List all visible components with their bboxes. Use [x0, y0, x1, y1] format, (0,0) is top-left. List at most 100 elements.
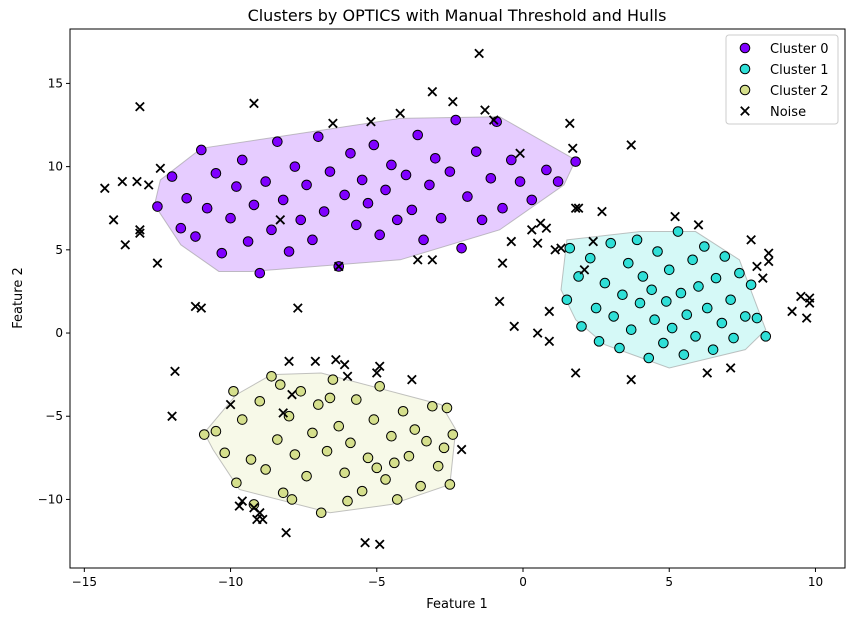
noise-point [257, 514, 268, 525]
noise-point [284, 356, 294, 367]
noise-point [412, 254, 423, 265]
plot-frame [69, 28, 846, 569]
cluster-1-point [625, 324, 637, 336]
cluster-2-point [438, 442, 450, 454]
noise-point [395, 108, 406, 119]
cluster-2-point [321, 445, 333, 457]
cluster-1-point [710, 272, 722, 284]
cluster-2-point [368, 414, 380, 425]
cluster-2-point [403, 450, 415, 462]
noise-point [342, 371, 353, 382]
cluster-1-point [707, 344, 719, 355]
cluster-1-point [678, 349, 690, 360]
cluster-0-point [497, 202, 508, 214]
cluster-0-point [339, 189, 350, 201]
cluster-1-point [745, 279, 757, 291]
noise-point [447, 96, 458, 107]
noise-point [278, 408, 289, 418]
cluster-1-point [663, 264, 675, 276]
noise-point [763, 248, 774, 258]
noise-point [287, 389, 297, 400]
cluster-0-point [312, 131, 324, 142]
cluster-0-point [295, 214, 307, 226]
legend-marker-cluster-1 [739, 63, 751, 75]
y-tick-label: 0 [55, 326, 63, 340]
cluster-0-point [424, 179, 435, 191]
cluster-2-point [324, 392, 336, 404]
noise-point [99, 183, 110, 194]
cluster-0-point [266, 224, 277, 236]
cluster-1-point [725, 294, 736, 306]
cluster-1-point [622, 257, 634, 269]
cluster-0-point [152, 201, 163, 212]
cluster-2-point [342, 495, 353, 507]
legend-frame [725, 34, 839, 125]
noise-point [366, 116, 376, 127]
legend: Cluster 0 Cluster 1 Cluster 2 Noise [725, 34, 839, 125]
cluster-2-point [380, 474, 391, 485]
cluster-1-point [751, 312, 763, 324]
cluster-2-point [444, 479, 456, 490]
noise-point [108, 215, 119, 225]
cluster-2-point [333, 420, 345, 432]
noise-point [515, 148, 525, 159]
noise-point [427, 86, 438, 97]
noise-point [509, 321, 520, 332]
legend-label-noise: Noise [770, 105, 806, 120]
cluster-1-point [672, 226, 684, 237]
cluster-0-point [175, 222, 187, 234]
noise-point [374, 361, 385, 372]
cluster-0-point [210, 167, 222, 179]
cluster-1-point [634, 297, 646, 309]
cluster-2-point [415, 480, 426, 492]
cluster-1-point [661, 296, 672, 307]
cluster-2-point [266, 370, 277, 382]
noise-point [597, 206, 607, 217]
y-tick-label: −10 [38, 492, 63, 506]
cluster-0-point [236, 154, 248, 166]
noise-point [474, 48, 484, 59]
cluster-2-point [447, 429, 459, 440]
cluster-2-point [421, 435, 432, 447]
cluster-2-point [327, 374, 339, 385]
cluster-2-point [391, 494, 403, 505]
cluster-2-point [432, 460, 444, 472]
cluster-1-point [687, 254, 698, 266]
legend-label-cluster-1: Cluster 1 [770, 63, 829, 78]
cluster-0-point [201, 202, 213, 214]
cluster-0-point [345, 148, 356, 159]
cluster-2-point [356, 485, 368, 497]
cluster-0-point [242, 236, 254, 247]
cluster-1-point [658, 337, 669, 349]
cluster-0-point [456, 242, 467, 254]
noise-point [360, 537, 370, 548]
legend-label-cluster-2: Cluster 2 [770, 84, 829, 99]
noise-point [190, 301, 201, 312]
cluster-0-point [400, 169, 412, 181]
noise-point [339, 359, 350, 370]
cluster-0-point [406, 204, 418, 216]
cluster-2-point [219, 447, 231, 459]
cluster-1-point [631, 234, 643, 246]
cluster-2-point [277, 487, 289, 499]
cluster-0-point [412, 129, 424, 141]
noise-point [763, 256, 774, 267]
cluster-0-point [289, 161, 301, 172]
legend-label-cluster-0: Cluster 0 [770, 42, 829, 57]
noise-point [588, 236, 599, 247]
cluster-0-point [514, 176, 526, 187]
cluster-2-point [210, 425, 222, 437]
noise-point [725, 363, 736, 373]
cluster-1-point [614, 342, 625, 354]
x-tick-label: 0 [519, 575, 527, 589]
cluster-1-point [593, 336, 605, 347]
cluster-2-point [351, 394, 362, 405]
cluster-1-point [599, 277, 611, 289]
cluster-2-point [386, 430, 397, 442]
cluster-0-point [196, 144, 207, 156]
noise-point [787, 306, 797, 317]
cluster-0-point [231, 181, 242, 192]
noise-point [579, 264, 590, 275]
cluster-0-point [351, 219, 362, 231]
